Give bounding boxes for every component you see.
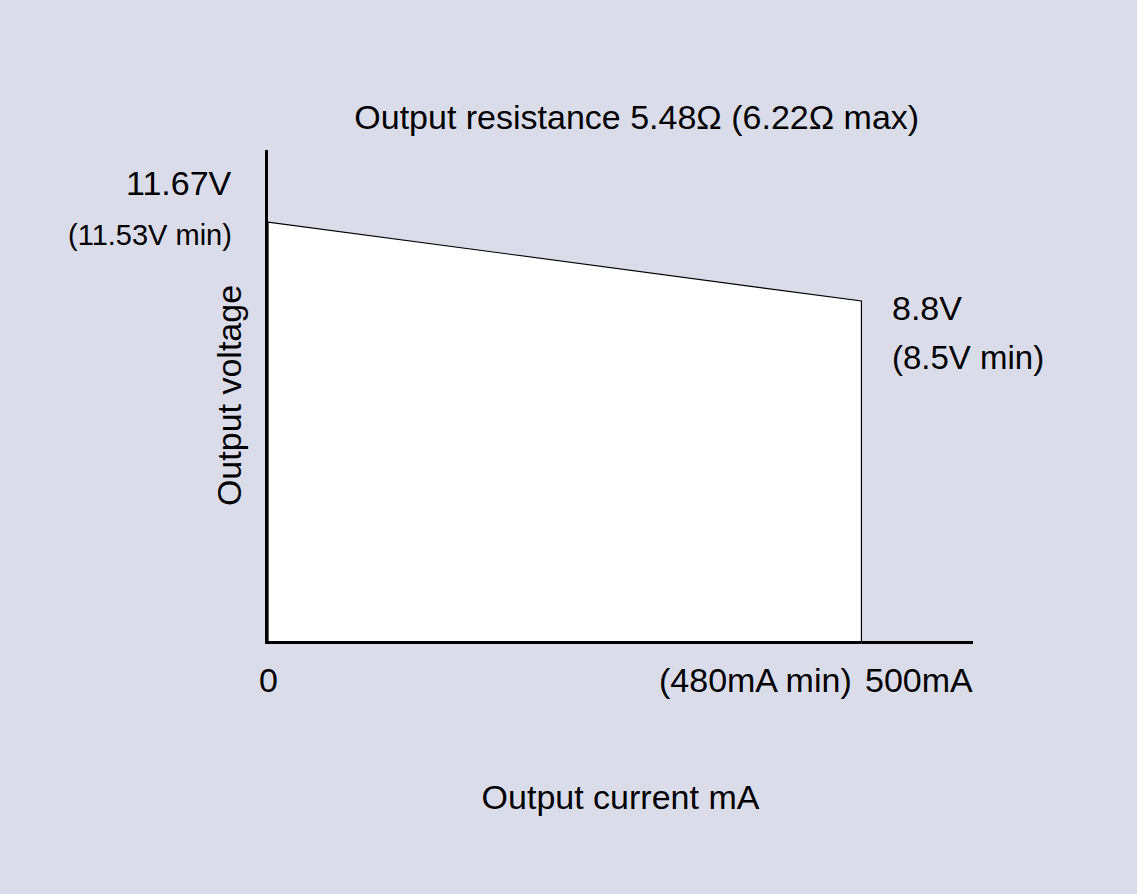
svg-text:Output voltage: Output voltage bbox=[210, 285, 248, 506]
svg-text:11.67V: 11.67V bbox=[126, 164, 232, 202]
svg-text:Output current mA: Output current mA bbox=[482, 778, 760, 816]
svg-text:8.8V: 8.8V bbox=[892, 289, 962, 327]
svg-text:0: 0 bbox=[259, 661, 278, 699]
svg-text:(480mA min): (480mA min) bbox=[659, 661, 852, 699]
svg-text:Output resistance 5.48Ω (6.22Ω: Output resistance 5.48Ω (6.22Ω max) bbox=[354, 98, 919, 136]
svg-text:500mA: 500mA bbox=[865, 661, 973, 699]
svg-text:(11.53V min): (11.53V min) bbox=[68, 219, 232, 251]
svg-text:(8.5V min): (8.5V min) bbox=[892, 339, 1044, 376]
